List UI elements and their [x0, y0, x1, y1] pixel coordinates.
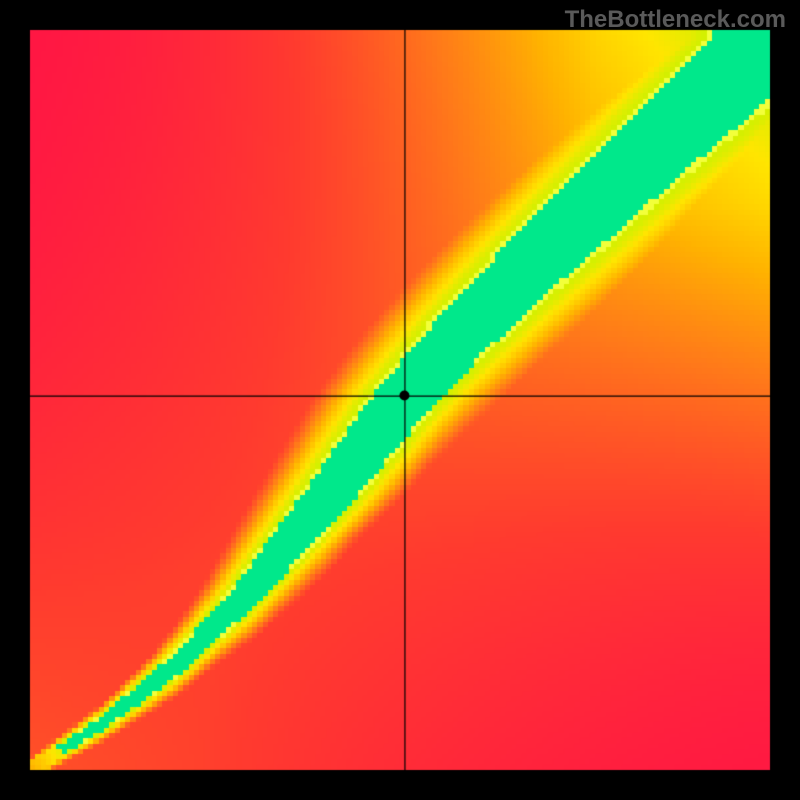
bottleneck-heatmap	[0, 0, 800, 800]
watermark-text: TheBottleneck.com	[565, 6, 786, 34]
